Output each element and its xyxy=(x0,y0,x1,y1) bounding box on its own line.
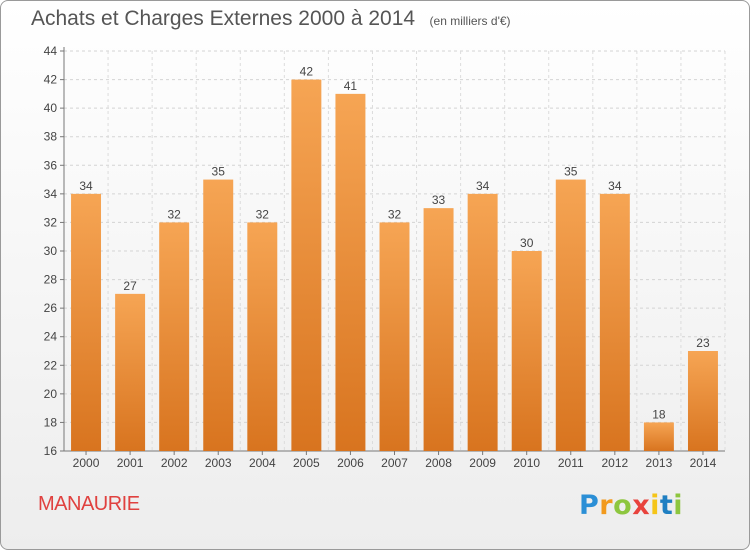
bar xyxy=(115,293,146,451)
y-tick-label: 16 xyxy=(44,444,58,458)
y-tick-label: 28 xyxy=(44,273,58,287)
proxiti-logo: Proxiti xyxy=(579,490,683,521)
logo-letter: r xyxy=(599,490,614,521)
x-tick-label: 2002 xyxy=(161,456,188,470)
y-tick-label: 24 xyxy=(44,330,58,344)
data-label: 27 xyxy=(123,279,137,293)
data-label: 34 xyxy=(608,179,622,193)
data-label: 30 xyxy=(520,236,534,250)
bar xyxy=(599,193,630,451)
x-tick-label: 2001 xyxy=(117,456,144,470)
y-tick-label: 20 xyxy=(44,387,58,401)
x-tick-label: 2004 xyxy=(249,456,276,470)
bar xyxy=(71,193,102,451)
data-label: 42 xyxy=(300,65,314,79)
data-label: 23 xyxy=(696,336,710,350)
logo-letter: i xyxy=(650,490,660,521)
y-tick-label: 26 xyxy=(44,301,58,315)
data-label: 32 xyxy=(167,207,181,221)
x-tick-label: 2000 xyxy=(73,456,100,470)
bar xyxy=(423,208,454,451)
data-label: 34 xyxy=(79,179,93,193)
x-tick-label: 2003 xyxy=(205,456,232,470)
bar xyxy=(203,179,234,452)
logo-letter: P xyxy=(579,490,600,521)
x-tick-label: 2012 xyxy=(601,456,628,470)
commune-name: MANAURIE xyxy=(38,493,140,515)
x-tick-label: 2007 xyxy=(381,456,408,470)
y-tick-label: 42 xyxy=(44,73,58,87)
y-tick-label: 36 xyxy=(44,158,58,172)
y-tick-label: 30 xyxy=(44,244,58,258)
labels: 16 18 20 22 24 26 28 30 32 34 36 38 40 42 44 34 2000 27 20… xyxy=(44,44,717,470)
chart-title-row: Achats et Charges Externes 2000 à 2014 (… xyxy=(31,7,511,31)
y-tick-label: 18 xyxy=(44,415,58,429)
logo-letter: x xyxy=(632,490,651,521)
bar xyxy=(247,222,278,451)
data-label: 32 xyxy=(388,207,402,221)
x-tick-label: 2005 xyxy=(293,456,320,470)
data-label: 34 xyxy=(476,179,490,193)
y-tick-label: 40 xyxy=(44,101,58,115)
y-tick-label: 38 xyxy=(44,130,58,144)
data-label: 35 xyxy=(564,165,578,179)
x-tick-label: 2008 xyxy=(425,456,452,470)
x-tick-label: 2010 xyxy=(513,456,540,470)
logo-letter: t xyxy=(659,490,674,521)
bar xyxy=(511,251,542,451)
x-tick-label: 2009 xyxy=(469,456,496,470)
x-tick-label: 2013 xyxy=(646,456,673,470)
bar xyxy=(555,179,586,452)
logo-letter: i xyxy=(673,490,684,521)
bar xyxy=(467,193,498,451)
y-tick-label: 34 xyxy=(44,187,58,201)
chart-unit: (en milliers d'€) xyxy=(429,14,511,28)
bars xyxy=(71,79,718,452)
data-label: 18 xyxy=(652,407,666,421)
bar xyxy=(643,422,674,451)
data-label: 33 xyxy=(432,193,446,207)
bar xyxy=(687,351,718,451)
x-tick-label: 2011 xyxy=(558,456,584,470)
chart-title: Achats et Charges Externes 2000 à 2014 xyxy=(31,7,416,30)
data-label: 32 xyxy=(256,207,270,221)
data-label: 41 xyxy=(344,79,358,93)
y-tick-label: 32 xyxy=(44,215,58,229)
logo-letter: o xyxy=(613,490,633,521)
y-tick-label: 22 xyxy=(44,358,58,372)
data-label: 35 xyxy=(212,165,226,179)
y-tick-label: 44 xyxy=(44,44,58,58)
x-tick-label: 2014 xyxy=(690,456,717,470)
bar xyxy=(291,79,322,452)
bar xyxy=(379,222,410,451)
bar xyxy=(159,222,190,451)
bar xyxy=(335,93,366,451)
x-tick-label: 2006 xyxy=(337,456,364,470)
